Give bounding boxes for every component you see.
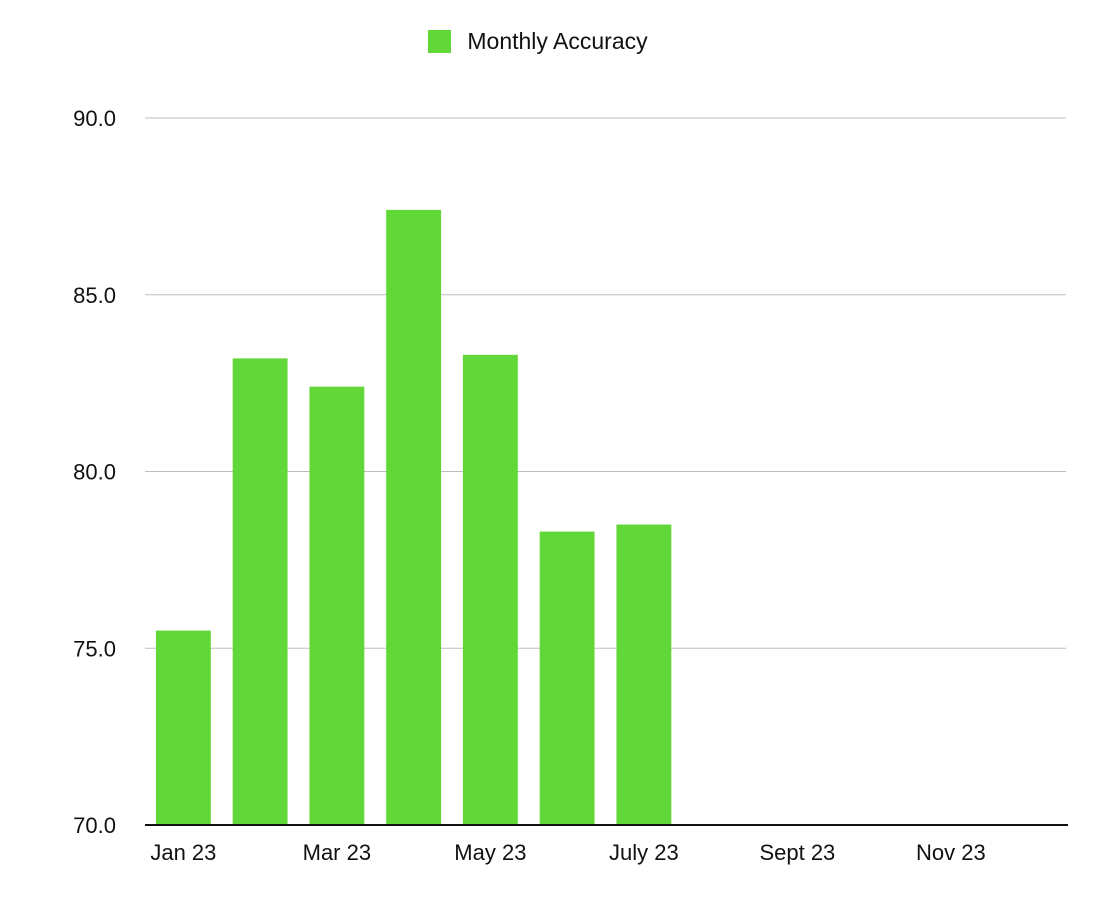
legend-label: Monthly Accuracy: [467, 27, 648, 54]
legend-swatch: [428, 29, 452, 53]
bar: [232, 358, 288, 825]
bar: [155, 630, 211, 825]
bar: [386, 209, 442, 825]
y-tick-label: 90.0: [73, 106, 116, 131]
bar: [309, 386, 365, 825]
y-tick-label: 75.0: [73, 636, 116, 661]
x-tick-label: July 23: [609, 840, 679, 865]
bar: [616, 524, 672, 825]
legend: Monthly Accuracy: [0, 26, 1104, 56]
bar: [539, 531, 595, 825]
x-tick-label: Jan 23: [150, 840, 216, 865]
x-tick-label: Nov 23: [916, 840, 986, 865]
x-tick-label: Mar 23: [303, 840, 371, 865]
x-tick-label: Sept 23: [759, 840, 835, 865]
bar: [462, 354, 518, 825]
y-tick-label: 70.0: [73, 813, 116, 838]
x-tick-label: May 23: [454, 840, 526, 865]
y-tick-label: 85.0: [73, 283, 116, 308]
y-tick-label: 80.0: [73, 460, 116, 485]
